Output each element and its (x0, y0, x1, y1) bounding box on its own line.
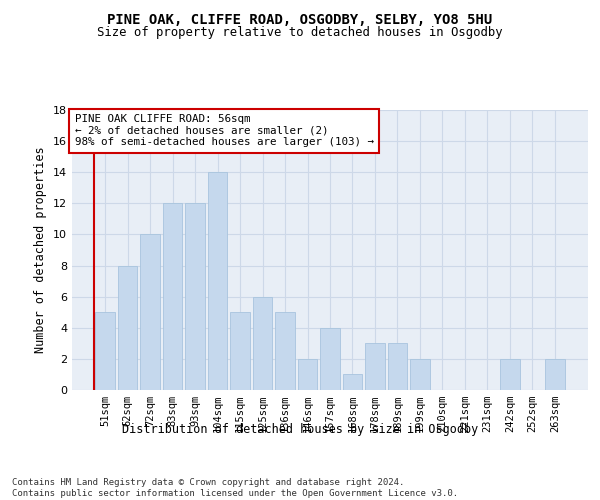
Bar (253, 296, 272, 390)
Text: PINE OAK CLIFFE ROAD: 56sqm
← 2% of detached houses are smaller (2)
98% of semi-: PINE OAK CLIFFE ROAD: 56sqm ← 2% of deta… (74, 114, 374, 148)
Text: Size of property relative to detached houses in Osgodby: Size of property relative to detached ho… (97, 26, 503, 39)
Y-axis label: Number of detached properties: Number of detached properties (34, 146, 47, 354)
Bar (298, 359, 317, 390)
Text: Distribution of detached houses by size in Osgodby: Distribution of detached houses by size … (122, 422, 478, 436)
Bar (410, 359, 430, 390)
Bar (208, 172, 227, 390)
Text: PINE OAK, CLIFFE ROAD, OSGODBY, SELBY, YO8 5HU: PINE OAK, CLIFFE ROAD, OSGODBY, SELBY, Y… (107, 12, 493, 26)
Bar (275, 312, 295, 390)
Bar (118, 266, 137, 390)
Bar (320, 328, 340, 390)
Bar (545, 359, 565, 390)
Bar (163, 204, 182, 390)
Bar (388, 344, 407, 390)
Bar (140, 234, 160, 390)
Bar (230, 312, 250, 390)
Bar (365, 344, 385, 390)
Bar (95, 312, 115, 390)
Bar (343, 374, 362, 390)
Text: Contains HM Land Registry data © Crown copyright and database right 2024.
Contai: Contains HM Land Registry data © Crown c… (12, 478, 458, 498)
Bar (185, 204, 205, 390)
Bar (500, 359, 520, 390)
